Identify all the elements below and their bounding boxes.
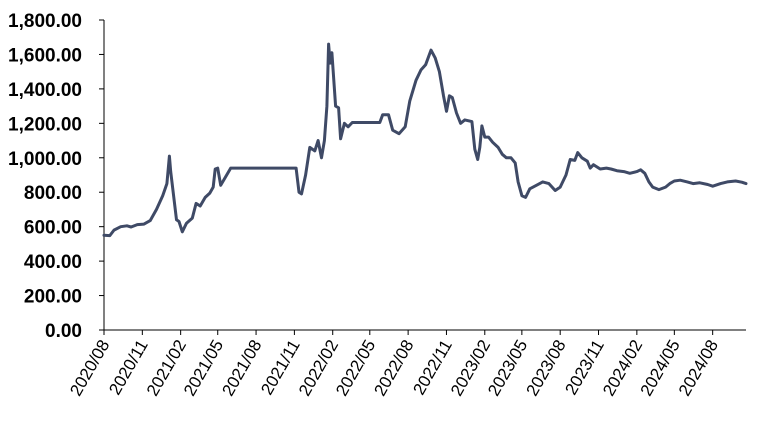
chart-axes — [103, 20, 746, 331]
y-tick-group: 0.00 200.00 400.00 600.00 800.00 1,000.00 1,20… — [8, 11, 104, 342]
x-tick-group: 2020/082020/112021/022021/052021/082021/… — [66, 330, 722, 399]
y-tick-label: 1,400.00 — [8, 80, 82, 101]
y-tick-label: 0.00 — [45, 321, 82, 342]
y-tick-label: 1,000.00 — [8, 149, 82, 170]
y-tick-label: 1,800.00 — [8, 11, 82, 32]
y-tick-label: 400.00 — [24, 252, 82, 273]
y-tick-label: 1,200.00 — [8, 114, 82, 135]
y-tick-label: 600.00 — [24, 218, 82, 239]
price-series-line — [102, 42, 748, 238]
y-tick-label: 200.00 — [24, 287, 82, 308]
y-tick-label: 800.00 — [24, 183, 82, 204]
y-tick-label: 1,600.00 — [8, 45, 82, 66]
